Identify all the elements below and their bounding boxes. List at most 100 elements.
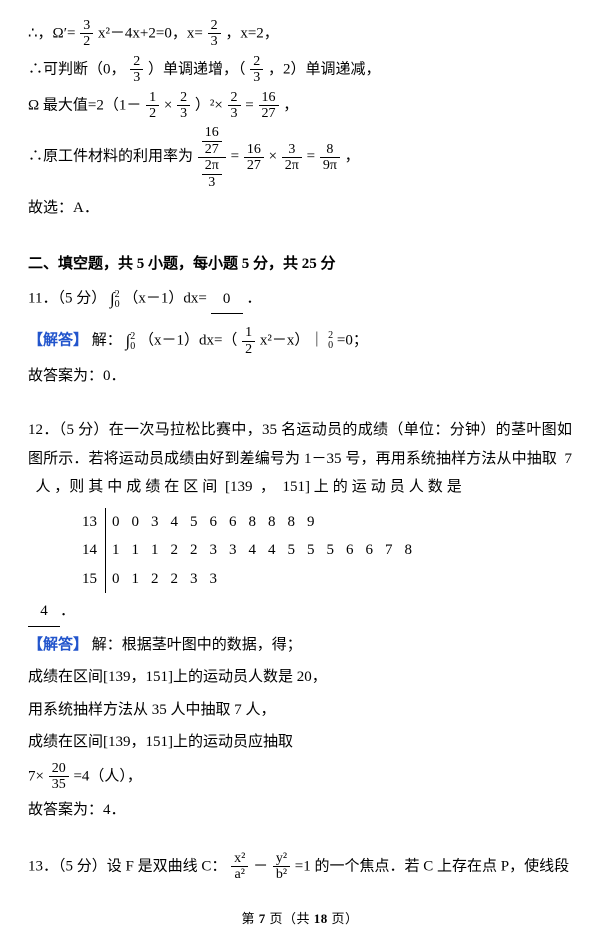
text: =4（人），: [73, 768, 141, 784]
leaf-cell: [243, 565, 263, 594]
frac: 23: [177, 90, 190, 122]
q12-sol-1: 成绩在区间[139，151]上的运动员人数是 20，: [28, 663, 572, 692]
text: 解：根据茎叶图中的数据，得；: [92, 637, 302, 653]
text: Ω 最大值=2（1－: [28, 97, 141, 113]
page: ∴，Ω′= 32 x²－4x+2=0，x= 23 ，x=2， ∴可判断（0， 2…: [0, 0, 600, 943]
leaf-cell: [340, 565, 360, 594]
leaf-cell: 8: [243, 508, 263, 537]
leaf-cell: [262, 565, 282, 594]
leaf-cell: [360, 565, 380, 594]
q12-sol-ans: 故答案为：4．: [28, 796, 572, 825]
pager: 第 7 页（共 18 页）: [28, 907, 572, 932]
text: =0；: [337, 333, 368, 349]
leaf-cell: [223, 565, 243, 594]
q11-stem: 11．（5 分） ∫20 （x－1）dx= 0 ．: [28, 283, 572, 315]
stem-cell: 15: [76, 565, 106, 594]
frac: x²a²: [231, 851, 248, 883]
leaf-cell: 2: [145, 565, 165, 594]
text: ×: [164, 97, 172, 113]
leaf-cell: 8: [282, 508, 302, 537]
leaf-cell: 1: [145, 536, 165, 565]
line-ratio: ∴原工件材料的利用率为 1627 2π3 = 1627 × 32π = 89π …: [28, 125, 572, 190]
text: 7×: [28, 768, 44, 784]
text: ∴可判断（0，: [28, 61, 126, 77]
nested-frac: 1627 2π3: [198, 125, 226, 190]
text: =: [231, 149, 239, 165]
frac: 23: [130, 54, 143, 86]
text: （x－1）dx=（: [139, 333, 237, 349]
leaf-cell: 1: [126, 536, 146, 565]
leaf-cell: 5: [321, 536, 341, 565]
leaf-cell: 6: [360, 536, 380, 565]
line-choice: 故选：A．: [28, 194, 572, 223]
answer-label: 【解答】: [28, 637, 88, 653]
text: 页（共: [266, 911, 314, 926]
page-total: 18: [314, 911, 328, 926]
leaf-cell: 3: [204, 536, 224, 565]
leaf-cell: 3: [184, 565, 204, 594]
text: ，: [283, 97, 298, 113]
text: ．: [246, 291, 261, 307]
text: ）单调递增，（: [148, 61, 246, 77]
leaf-cell: 1: [106, 536, 126, 565]
text: 第: [241, 911, 258, 926]
leaf-cell: 5: [184, 508, 204, 537]
stem-cell: 14: [76, 536, 106, 565]
frac: 89π: [320, 142, 340, 174]
leaf-cell: 2: [184, 536, 204, 565]
q12-stem-text: 12．（5 分）在一次马拉松比赛中，35 名运动员的成绩（单位：分钟）的茎叶图如…: [28, 422, 572, 495]
leaf-cell: 7: [379, 536, 399, 565]
leaf-cell: 0: [106, 508, 126, 537]
stem-leaf-plot: 130034566888914111223344555667815012233: [76, 508, 572, 594]
frac: y²b²: [273, 851, 290, 883]
leaf-cell: 6: [204, 508, 224, 537]
frac: 12: [242, 325, 255, 357]
integral-icon: ∫20: [110, 283, 120, 315]
leaf-cell: [360, 508, 380, 537]
text: 解：: [92, 333, 122, 349]
leaf-cell: 2: [165, 565, 185, 594]
q12-sol-0: 【解答】 解：根据茎叶图中的数据，得；: [28, 631, 572, 660]
frac: 32π: [282, 142, 302, 174]
frac: 1627: [202, 125, 222, 157]
q12-stem: 12．（5 分）在一次马拉松比赛中，35 名运动员的成绩（单位：分钟）的茎叶图如…: [28, 416, 572, 502]
text: ∴原工件材料的利用率为: [28, 149, 193, 165]
frac: 23: [228, 90, 241, 122]
q12-sol-final: 7× 2035 =4（人），: [28, 761, 572, 793]
leaf-cell: 5: [301, 536, 321, 565]
eval-bounds: 20: [328, 331, 333, 351]
line-max: Ω 最大值=2（1－ 12 × 23 ）²× 23 = 1627 ，: [28, 90, 572, 122]
blank-answer: 4: [28, 597, 60, 627]
text: =1 的一个焦点．若 C 上存在点 P，使线段: [295, 858, 569, 874]
leaf-cell: 3: [223, 536, 243, 565]
text: 页）: [328, 911, 359, 926]
text: x²－4x+2=0，x=: [98, 25, 203, 41]
leaf-cell: 5: [282, 536, 302, 565]
text: =: [307, 149, 315, 165]
leaf-cell: 0: [126, 508, 146, 537]
line-monotone: ∴可判断（0， 23 ）单调递增，（ 23 ，2）单调递减，: [28, 54, 572, 86]
leaf-cell: 6: [223, 508, 243, 537]
leaf-cell: [282, 565, 302, 594]
blank-answer: 0: [211, 285, 243, 315]
leaf-cell: 8: [399, 536, 419, 565]
text: ．: [60, 603, 75, 619]
text: ×: [269, 149, 277, 165]
leaf-cell: 3: [145, 508, 165, 537]
leaf-cell: 8: [262, 508, 282, 537]
leaf-cell: 4: [165, 508, 185, 537]
text: （x－1）dx=: [123, 291, 206, 307]
integral-icon: ∫20: [126, 325, 136, 357]
page-current: 7: [259, 911, 266, 926]
frac: 2035: [49, 761, 69, 793]
leaf-cell: 3: [204, 565, 224, 594]
leaf-cell: [321, 565, 341, 594]
leaf-cell: 4: [262, 536, 282, 565]
frac: 1627: [259, 90, 279, 122]
leaf-cell: 1: [126, 565, 146, 594]
text: ，2）单调递减，: [268, 61, 381, 77]
q12-sol-2: 用系统抽样方法从 35 人中抽取 7 人，: [28, 696, 572, 725]
text: ，x=2，: [225, 25, 278, 41]
line-omega-deriv: ∴，Ω′= 32 x²－4x+2=0，x= 23 ，x=2，: [28, 18, 572, 50]
q11-solution: 【解答】 解： ∫20 （x－1）dx=（ 12 x²－x）｜ 20 =0；: [28, 325, 572, 357]
